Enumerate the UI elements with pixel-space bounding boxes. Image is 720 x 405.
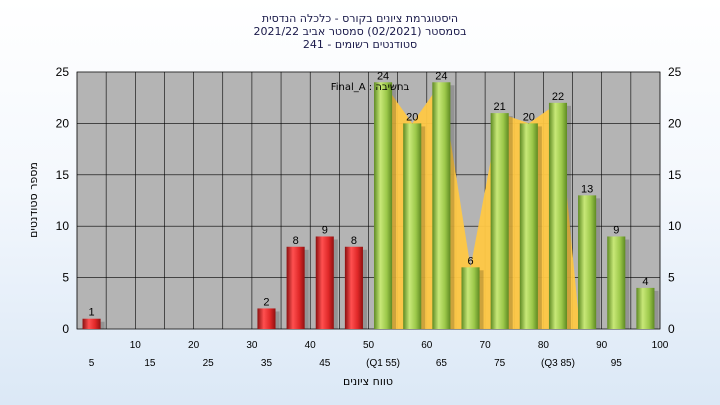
y-tick-left-10: 10 bbox=[56, 219, 70, 233]
bar-100 bbox=[636, 287, 655, 329]
data-label-50: 8 bbox=[351, 235, 357, 247]
x-tick-40: 40 bbox=[305, 340, 317, 351]
y-tick-right-10: 10 bbox=[668, 219, 682, 233]
bar-60 bbox=[403, 123, 422, 330]
y-tick-left-15: 15 bbox=[56, 168, 70, 182]
y-axis-right: 0 5 10 15 20 25 bbox=[668, 65, 682, 336]
bars bbox=[82, 82, 659, 330]
title-line-3: סטודנטים רשומים - 241 bbox=[303, 38, 417, 51]
y-tick-left-5: 5 bbox=[62, 271, 69, 285]
bar-90 bbox=[578, 195, 597, 329]
data-label-80: 20 bbox=[523, 111, 535, 123]
data-label-75: 21 bbox=[494, 101, 506, 113]
bar-45 bbox=[315, 236, 334, 329]
legend-label: בחשיבה : Final_A bbox=[331, 82, 410, 93]
x-tick-35: 35 bbox=[261, 358, 273, 369]
bar-65 bbox=[432, 82, 451, 329]
x-tick-10: 10 bbox=[130, 340, 142, 351]
data-label-70: 6 bbox=[467, 255, 473, 267]
bar-70 bbox=[461, 267, 480, 329]
chart-title: היסטוגרמת ציונים בקורס - כלכלה הנדסית בס… bbox=[253, 12, 466, 51]
x-tick-90: 90 bbox=[596, 340, 608, 351]
x-tick-100: 100 bbox=[652, 340, 669, 351]
x-tick-80: 80 bbox=[538, 340, 550, 351]
bar-5 bbox=[82, 318, 101, 329]
data-label-40: 8 bbox=[293, 235, 299, 247]
x-tick-65: 65 bbox=[436, 358, 448, 369]
y-tick-right-5: 5 bbox=[668, 271, 675, 285]
x-tick-15: 15 bbox=[144, 358, 156, 369]
x-tick-45: 45 bbox=[319, 358, 331, 369]
title-line-2: בסמסטר (02/2021) סמסטר אביב 2021/22 bbox=[253, 25, 466, 38]
data-label-5: 1 bbox=[89, 307, 95, 319]
bar-55 bbox=[374, 82, 393, 329]
bar-75 bbox=[490, 113, 509, 330]
y-axis-left: 0 5 10 15 20 25 bbox=[56, 65, 70, 336]
y-tick-left-0: 0 bbox=[62, 322, 69, 336]
bar-85 bbox=[548, 102, 568, 329]
x-axis-label: טווח ציונים bbox=[343, 375, 393, 388]
y-axis-label: מספר סטודנטים bbox=[27, 162, 40, 238]
bar-50 bbox=[344, 246, 363, 329]
y-tick-left-20: 20 bbox=[56, 116, 70, 130]
y-tick-right-15: 15 bbox=[668, 168, 682, 182]
x-tick-25: 25 bbox=[203, 358, 215, 369]
x-tick-70: 70 bbox=[480, 340, 492, 351]
x-tick-60: 60 bbox=[421, 340, 433, 351]
data-label-60: 20 bbox=[406, 111, 418, 123]
x-tick-5: 5 bbox=[89, 358, 95, 369]
x-tick-30: 30 bbox=[246, 340, 258, 351]
x-tick-50: 50 bbox=[363, 340, 375, 351]
bar-95 bbox=[607, 236, 626, 329]
data-label-100: 4 bbox=[642, 276, 648, 288]
data-label-85: 22 bbox=[552, 91, 564, 103]
data-labels: 1 2 8 9 8 24 20 24 6 21 20 22 13 9 4 bbox=[89, 70, 649, 318]
bar-35 bbox=[257, 308, 276, 329]
x-tick-75: 75 bbox=[494, 358, 506, 369]
y-tick-right-25: 25 bbox=[668, 65, 682, 79]
data-label-45: 9 bbox=[322, 224, 328, 236]
x-tick-95: 95 bbox=[611, 358, 623, 369]
data-label-55: 24 bbox=[377, 70, 389, 82]
x-tick-85: (Q3 85) bbox=[541, 358, 575, 369]
title-line-1: היסטוגרמת ציונים בקורס - כלכלה הנדסית bbox=[262, 12, 458, 25]
data-label-65: 24 bbox=[435, 70, 447, 82]
data-label-35: 2 bbox=[263, 296, 269, 308]
x-tick-55: (Q1 55) bbox=[366, 358, 400, 369]
bar-80 bbox=[519, 123, 538, 330]
data-label-90: 13 bbox=[581, 183, 593, 195]
y-tick-left-25: 25 bbox=[56, 65, 70, 79]
y-tick-right-20: 20 bbox=[668, 116, 682, 130]
data-label-95: 9 bbox=[613, 224, 619, 236]
y-tick-right-0: 0 bbox=[668, 322, 675, 336]
x-tick-20: 20 bbox=[188, 340, 200, 351]
bar-40 bbox=[286, 246, 305, 329]
